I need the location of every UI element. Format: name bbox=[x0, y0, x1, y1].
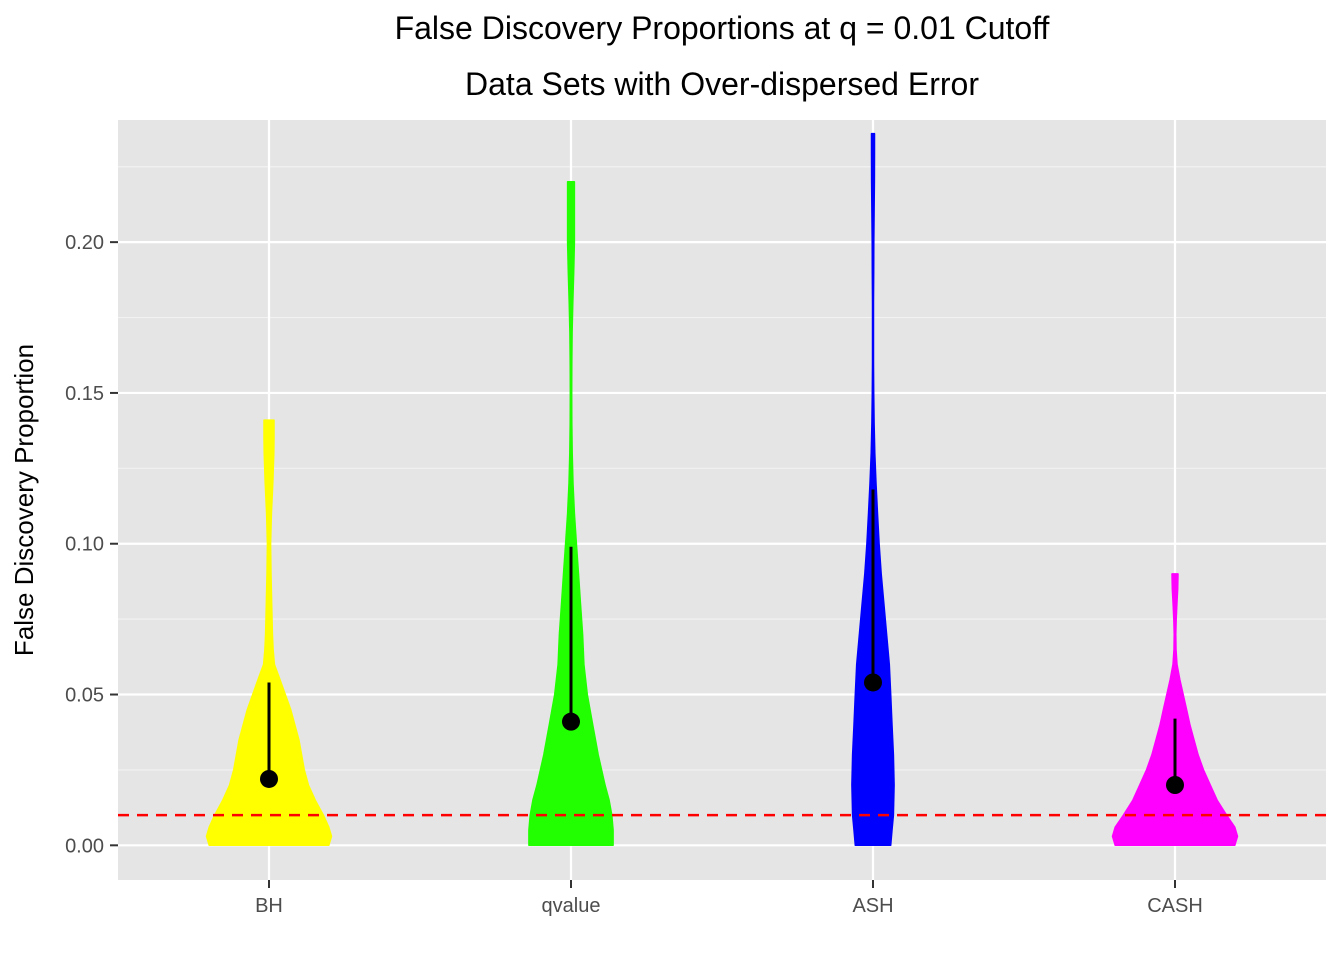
y-tick-label: 0.10 bbox=[65, 534, 104, 556]
point-qvalue bbox=[562, 712, 580, 731]
x-tick-label-qvalue: qvalue bbox=[542, 895, 601, 917]
x-axis: BH qvalue ASH CASH bbox=[255, 880, 1203, 917]
y-tick-label: 0.15 bbox=[65, 383, 104, 405]
y-tick-label: 0.20 bbox=[65, 232, 104, 254]
summary-layer bbox=[260, 489, 1184, 794]
chart-title: False Discovery Proportions at q = 0.01 … bbox=[394, 10, 1050, 46]
grid-minor bbox=[118, 166, 1326, 771]
plot-panel bbox=[118, 120, 1326, 880]
y-tick-label: 0.00 bbox=[65, 835, 104, 857]
violin-qvalue bbox=[528, 181, 614, 847]
point-cash bbox=[1166, 776, 1184, 794]
chart-subtitle: Data Sets with Over-dispersed Error bbox=[465, 66, 979, 102]
violin-cash bbox=[1111, 573, 1239, 847]
violin-bh bbox=[205, 419, 333, 847]
x-tick-label-cash: CASH bbox=[1147, 895, 1203, 917]
point-bh bbox=[260, 769, 278, 788]
y-axis: 0.00 0.05 0.10 0.15 0.20 bbox=[65, 232, 118, 857]
y-axis-title: False Discovery Proportion bbox=[9, 344, 39, 656]
point-ash bbox=[864, 673, 882, 692]
y-tick-label: 0.05 bbox=[65, 685, 104, 707]
x-tick-label-bh: BH bbox=[255, 895, 283, 917]
x-tick-label-ash: ASH bbox=[852, 895, 893, 917]
